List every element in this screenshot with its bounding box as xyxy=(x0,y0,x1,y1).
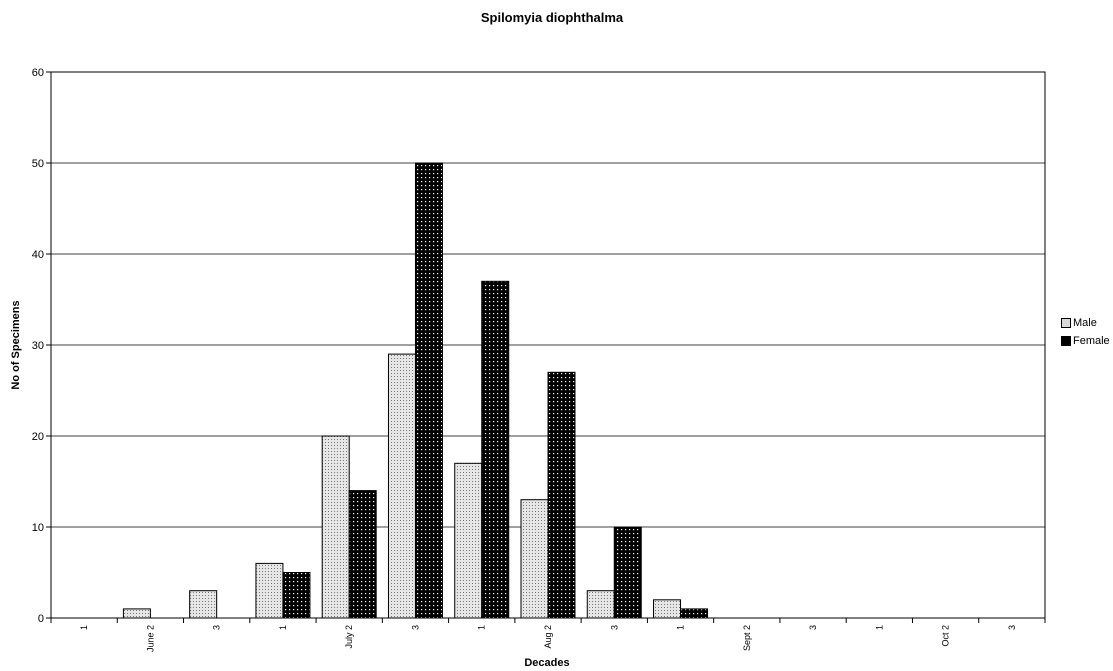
bar-female xyxy=(414,162,443,619)
x-tick-label: 1 xyxy=(79,625,89,630)
bar-male xyxy=(586,590,615,619)
x-axis-label: Decades xyxy=(524,657,569,669)
bar-male xyxy=(520,499,549,619)
bar-male xyxy=(255,562,284,619)
x-tick-label: Oct 2 xyxy=(941,625,951,647)
bar-male xyxy=(321,435,350,619)
bar-female xyxy=(282,572,311,619)
bar-female xyxy=(613,526,642,619)
x-tick-label: Sept 2 xyxy=(742,625,752,651)
y-tick-label: 60 xyxy=(32,67,44,79)
bar-male xyxy=(122,608,151,619)
bar-female xyxy=(680,608,709,619)
legend-label-female: Female xyxy=(1073,335,1110,347)
legend-item-male: Male xyxy=(1061,316,1097,330)
y-tick-label: 50 xyxy=(32,158,44,170)
legend: Male Female xyxy=(1058,313,1113,353)
y-tick-label: 30 xyxy=(32,340,44,352)
x-tick-label: 1 xyxy=(278,625,288,630)
bar-female xyxy=(547,371,576,619)
x-tick-label: June 2 xyxy=(145,625,155,652)
x-tick-label: 1 xyxy=(676,625,686,630)
x-tick-label: 3 xyxy=(609,625,619,630)
chart-title: Spilomyia diophthalma xyxy=(481,10,624,25)
x-tick-label: 1 xyxy=(477,625,487,630)
bar-male xyxy=(454,462,483,619)
x-tick-label: 3 xyxy=(212,625,222,630)
bar-female xyxy=(348,490,377,619)
y-tick-label: 20 xyxy=(32,431,44,443)
y-tick-label: 10 xyxy=(32,522,44,534)
y-tick-label: 0 xyxy=(38,613,44,625)
x-tick-label: 3 xyxy=(1007,625,1017,630)
y-axis-label: No of Specimens xyxy=(10,300,22,389)
bar-female xyxy=(481,280,510,619)
bar-male xyxy=(189,590,218,619)
x-tick-label: Aug 2 xyxy=(543,625,553,649)
legend-item-female: Female xyxy=(1061,334,1110,348)
x-tick-label: July 2 xyxy=(344,625,354,649)
y-tick-label: 40 xyxy=(32,249,44,261)
x-tick-label: 1 xyxy=(874,625,884,630)
x-tick-label: 3 xyxy=(808,625,818,630)
legend-swatch-male xyxy=(1061,318,1071,329)
legend-swatch-female xyxy=(1061,336,1071,347)
bar-male xyxy=(653,599,682,619)
legend-label-male: Male xyxy=(1073,317,1097,329)
bar-male xyxy=(387,353,416,619)
x-tick-label: 3 xyxy=(410,625,420,630)
